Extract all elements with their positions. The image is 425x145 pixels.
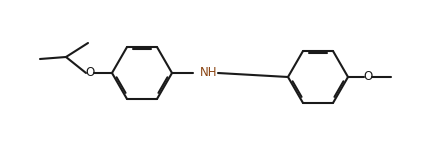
Text: NH: NH (200, 67, 218, 79)
Text: O: O (363, 70, 373, 84)
Text: O: O (85, 67, 95, 79)
